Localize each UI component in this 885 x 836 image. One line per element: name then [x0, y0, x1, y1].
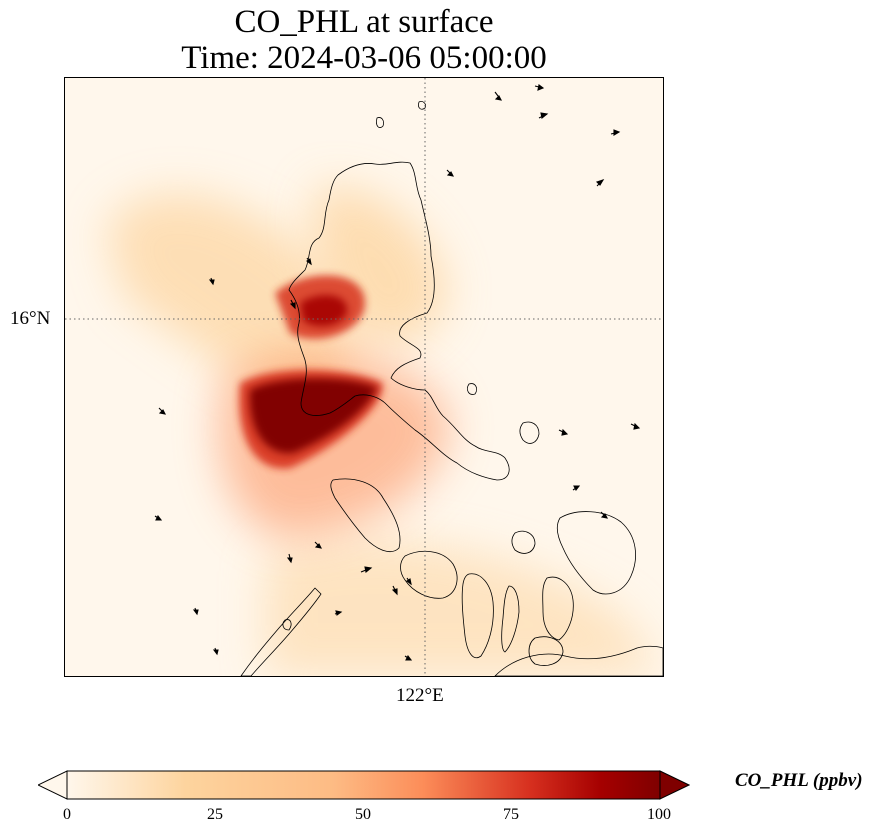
palawan-coastline: [240, 587, 322, 676]
colorbar: [38, 770, 690, 800]
gridlines: [65, 78, 663, 676]
islet-3: [467, 383, 477, 395]
wind-arrow-10: [158, 407, 166, 415]
wind-arrow-24: [212, 647, 219, 656]
panay-coastline: [400, 550, 458, 599]
wind-arrow-4: [610, 129, 621, 136]
wind-arrow-19: [630, 422, 641, 430]
wind-arrow-13: [314, 541, 322, 549]
colorbar-tick-0: 0: [63, 806, 71, 823]
samar-coastline: [556, 511, 636, 595]
colorbar-tick-100: 100: [647, 806, 671, 823]
wind-arrow-23: [334, 610, 343, 616]
wind-arrow-12: [286, 553, 293, 564]
cebu-coastline: [501, 585, 520, 653]
concentration-field: [105, 186, 663, 676]
mindanao-coastline: [494, 645, 663, 676]
wind-arrow-16: [391, 585, 398, 596]
wind-vectors: [154, 84, 641, 661]
map-panel[interactable]: [64, 77, 664, 677]
map-title: CO_PHL at surface: [234, 4, 494, 40]
wind-arrow-11: [154, 514, 163, 521]
colorbar-extend-high: [659, 770, 690, 800]
wind-arrow-9: [289, 299, 296, 310]
wind-arrow-21: [192, 607, 199, 616]
bohol-coastline: [528, 636, 564, 666]
colorbar-label: CO_PHL (ppbv): [735, 770, 863, 791]
leyte-coastline: [542, 576, 574, 641]
wind-arrow-6: [446, 169, 454, 177]
islet-4: [282, 619, 292, 631]
wind-arrow-1: [494, 91, 502, 101]
longitude-tick-label: 122°E: [396, 685, 444, 706]
wind-arrow-14: [360, 566, 373, 573]
negros-coastline: [461, 573, 494, 659]
mindoro-coastline: [330, 478, 401, 552]
masbate-coastline: [511, 530, 536, 554]
colorbar-tick-25: 25: [207, 806, 223, 823]
islet-2: [418, 101, 426, 110]
wind-arrow-22: [404, 654, 413, 661]
wind-arrow-15: [406, 577, 412, 586]
latitude-tick-label: 16°N: [10, 308, 51, 329]
coastlines: [240, 101, 663, 676]
colorbar-extend-low: [38, 770, 68, 800]
islet-1: [376, 117, 384, 128]
colorbar-gradient: [66, 770, 661, 800]
wind-arrow-20: [572, 485, 581, 492]
northwest-plume: [105, 193, 354, 399]
colorbar-tick-50: 50: [355, 806, 371, 823]
catanduanes-coastline: [519, 421, 540, 444]
map-subtitle-time: Time: 2024-03-06 05:00:00: [181, 40, 547, 76]
wind-arrow-5: [595, 179, 605, 187]
south-haze: [265, 540, 663, 676]
wind-arrow-7: [306, 257, 312, 266]
luzon-coastline: [288, 161, 510, 481]
wind-arrow-17: [600, 511, 608, 519]
central-luzon-hotspot: [249, 378, 377, 454]
wind-arrow-2: [534, 84, 545, 91]
wind-arrow-3: [538, 112, 549, 119]
colorbar-tick-75: 75: [503, 806, 519, 823]
north-plume-core: [300, 295, 348, 327]
wind-arrow-8: [208, 277, 215, 286]
wind-arrow-18: [558, 428, 569, 436]
map-canvas: [65, 78, 663, 676]
